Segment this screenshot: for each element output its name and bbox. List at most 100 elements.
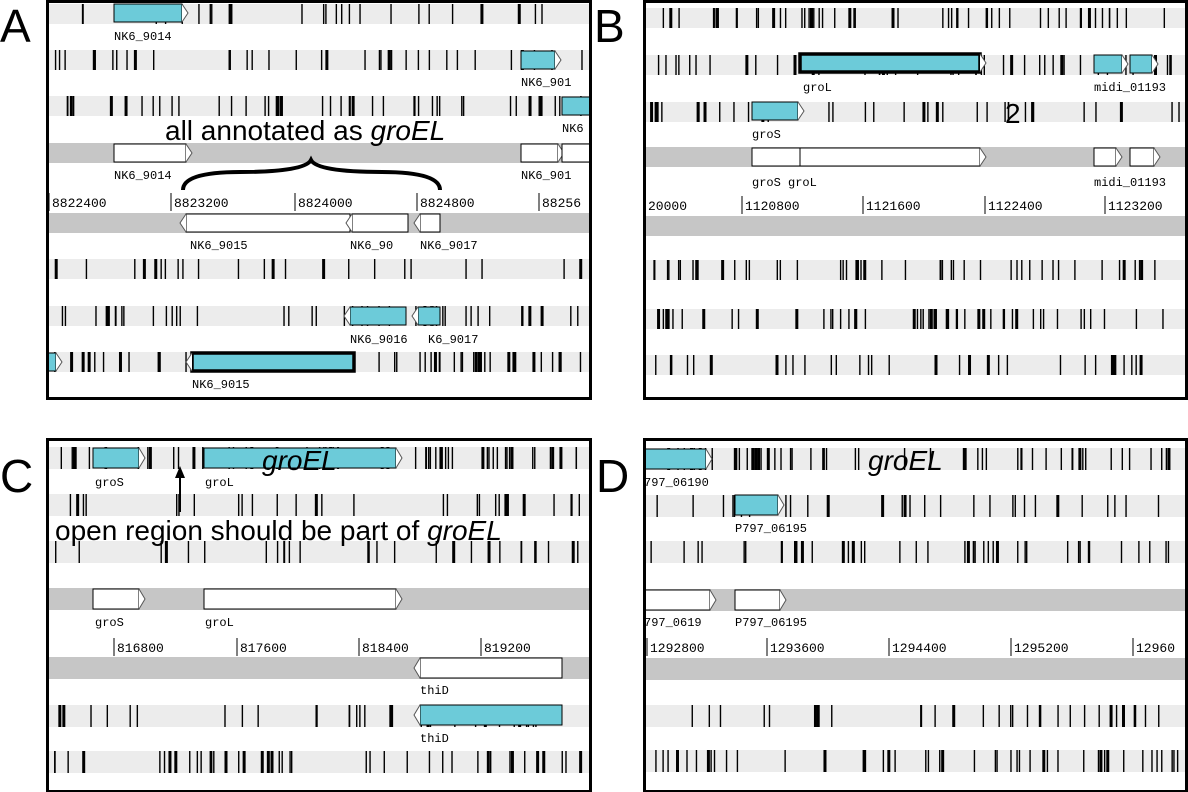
frame-band <box>645 8 1186 28</box>
gene <box>644 448 707 470</box>
gene-arrow <box>709 589 717 611</box>
frame-band <box>48 306 590 326</box>
gene <box>1129 147 1155 167</box>
gene-label: groS <box>95 616 124 630</box>
gene-arrow <box>411 306 419 326</box>
coordinate: 12960 <box>1136 641 1175 656</box>
gene <box>734 494 779 516</box>
annotation: all annotated as groEL <box>165 115 445 146</box>
frame-band <box>645 750 1186 772</box>
panel-c: 816800 817600 818400 819200 groS groL groS groL… <box>48 447 590 773</box>
coordinate: 1122400 <box>988 199 1043 214</box>
gene <box>799 147 981 167</box>
gene <box>561 96 592 116</box>
gene <box>751 147 801 167</box>
frame-band <box>48 751 590 773</box>
gene-title: groEL <box>868 445 943 476</box>
gene <box>419 704 563 726</box>
gene <box>185 213 351 233</box>
gene <box>351 213 409 233</box>
gene <box>419 657 563 679</box>
gene-label: groS groL <box>752 176 817 190</box>
gene-arrow <box>395 588 403 610</box>
coordinate: 1121600 <box>866 199 921 214</box>
annotation-text: open region should be part of <box>55 515 427 546</box>
panel-d: 1292800 1293600 1294400 1295200 12960 797_061… <box>644 448 1186 772</box>
gene-label: thiD <box>420 684 449 698</box>
coordinate: 8824800 <box>420 196 475 211</box>
gene <box>798 52 982 74</box>
gene-label: groS <box>752 128 781 142</box>
gene-label: midi_01193 <box>1094 81 1166 95</box>
gene-arrow <box>138 447 146 469</box>
gene-arrow <box>1151 54 1159 74</box>
annotation: open region should be part of groEL <box>55 515 502 546</box>
panel-letter: C <box>0 450 33 502</box>
gene-arrow <box>55 352 63 372</box>
frame-band <box>48 259 590 279</box>
frame-band <box>645 102 1186 122</box>
frame-band <box>48 96 590 116</box>
gene-label: NK6_9016 <box>350 333 408 347</box>
gene-arrow <box>554 50 562 70</box>
gene <box>644 589 711 611</box>
gene-label: P797_06195 <box>735 616 807 630</box>
gene <box>734 589 781 611</box>
panel-frame <box>46 0 592 400</box>
gene <box>92 588 140 610</box>
gene-label: NK6 <box>562 122 584 136</box>
gene-arrow <box>185 143 193 163</box>
gene <box>92 447 140 469</box>
brace <box>181 155 442 191</box>
gene-label: groS <box>95 476 124 490</box>
gene-arrow <box>345 213 353 233</box>
gene <box>203 588 397 610</box>
annotation-italic: groEL <box>427 515 502 546</box>
gene-arrow <box>413 704 421 726</box>
frame-band <box>645 260 1186 280</box>
coordinate: 8823200 <box>174 196 229 211</box>
gene-title: groEL <box>262 445 337 476</box>
gene <box>1093 147 1117 167</box>
gene-label: thiD <box>420 732 449 746</box>
gene-arrow <box>1121 54 1129 74</box>
gene-label: groL <box>803 81 832 95</box>
gene-arrow <box>343 306 351 326</box>
coordinate: 1294400 <box>892 641 947 656</box>
gene-arrow <box>1115 147 1123 167</box>
gene <box>190 351 356 373</box>
gene-label: NK6_9015 <box>190 239 248 253</box>
gene <box>419 213 441 233</box>
frame-band <box>48 494 590 516</box>
gene-arrow <box>979 147 987 167</box>
gene-label: NK6_9014 <box>114 30 172 44</box>
gene <box>1093 54 1123 74</box>
gene-arrow <box>779 589 787 611</box>
panel-letter: D <box>596 450 629 502</box>
annotation: 2 <box>1005 98 1021 129</box>
gene-arrow <box>413 213 421 233</box>
gene-label: groL <box>205 616 234 630</box>
gene-label: NK6_901 <box>521 76 571 90</box>
coordinate: 1292800 <box>650 641 705 656</box>
gene-label: NK6_901 <box>521 169 571 183</box>
coordinate: 819200 <box>484 641 531 656</box>
gene-label: NK6_9014 <box>114 169 172 183</box>
gene <box>349 306 407 326</box>
gene-label: midi_01193 <box>1094 176 1166 190</box>
coordinate: 8824000 <box>298 196 353 211</box>
annotation-text: all annotated as <box>165 115 371 146</box>
frame-band <box>645 541 1186 563</box>
gene-arrow <box>705 448 713 470</box>
coordinate: 817600 <box>240 641 287 656</box>
coordinate: 1295200 <box>1014 641 1069 656</box>
gene-label: NK6_9017 <box>420 239 478 253</box>
frame-band <box>645 448 1186 470</box>
panel-letter: A <box>0 0 31 52</box>
gene-label: NK6_9015 <box>192 378 250 392</box>
gene <box>113 3 183 23</box>
gene-arrow <box>395 447 403 469</box>
gene-label: 797_0619 <box>644 616 702 630</box>
gene-arrow <box>413 657 421 679</box>
coordinate: 1293600 <box>770 641 825 656</box>
